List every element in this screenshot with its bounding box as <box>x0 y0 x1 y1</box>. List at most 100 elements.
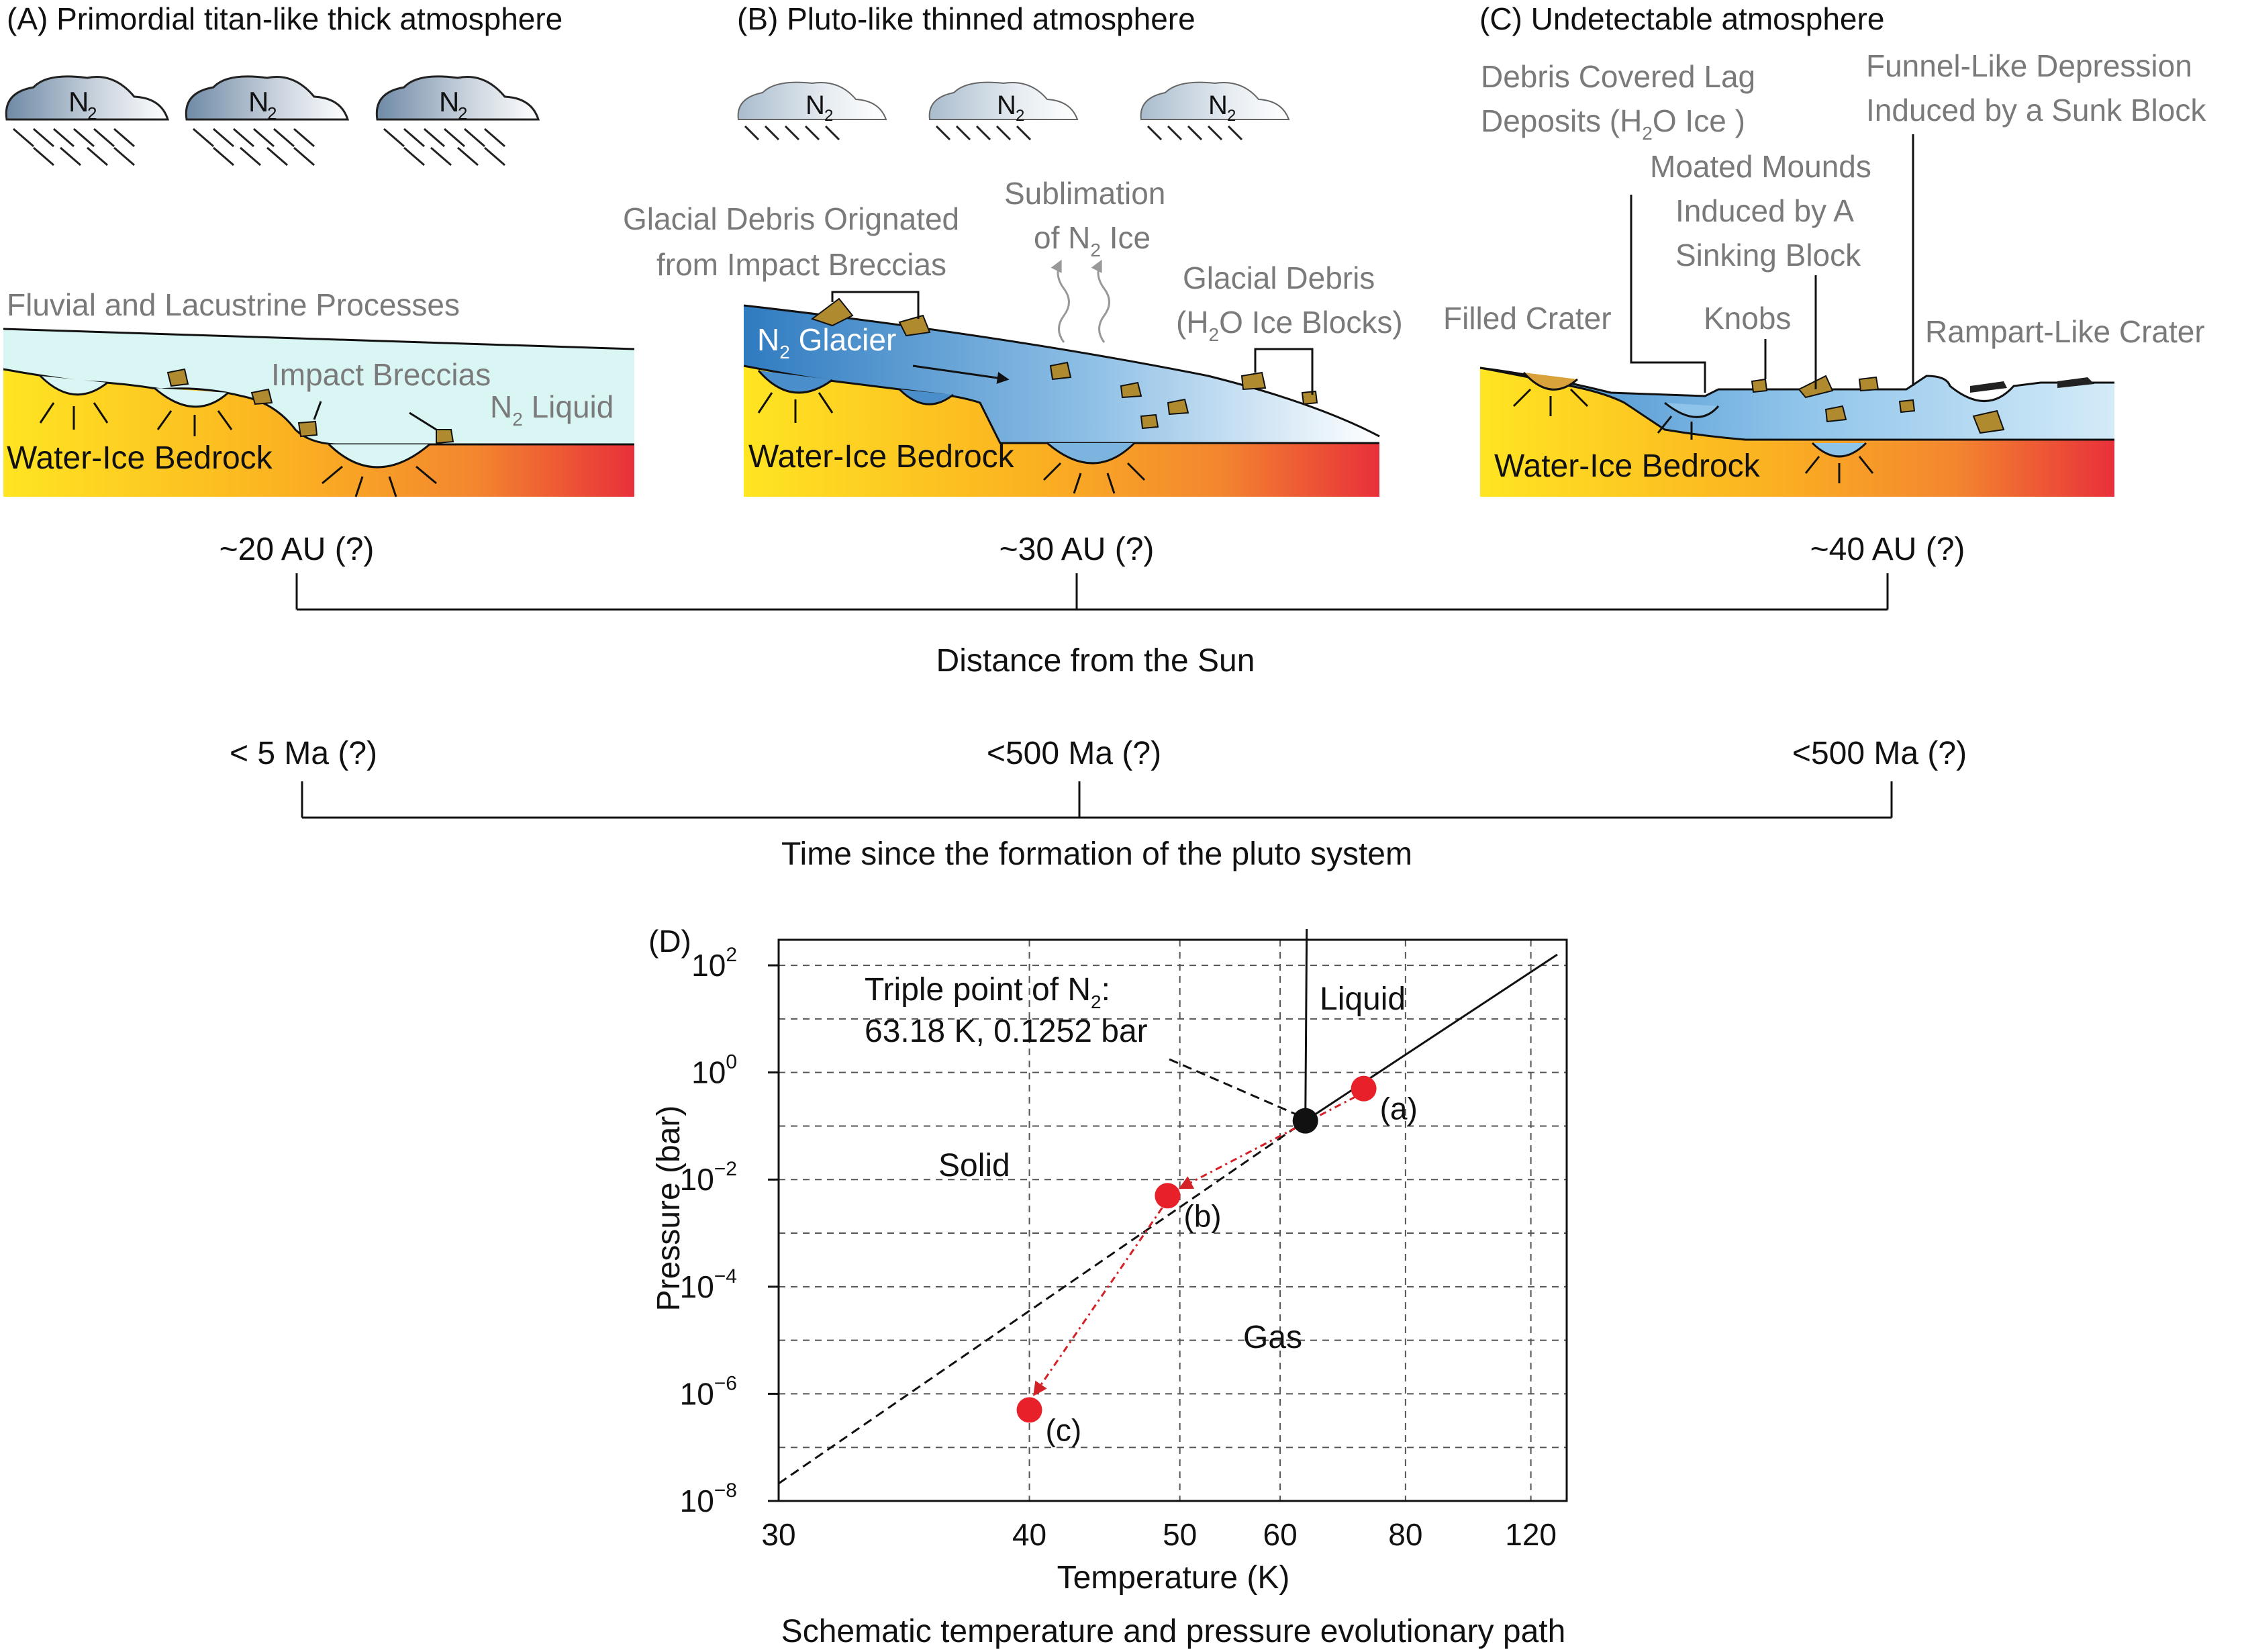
data-point <box>1292 1108 1318 1134</box>
path-arrow-a-b <box>1178 1096 1357 1189</box>
label-lag-2: Deposits (H2O Ice ) <box>1481 103 1745 144</box>
svg-text:2: 2 <box>87 103 97 124</box>
triple-point-leader <box>1169 1058 1300 1117</box>
label-moated-2: Induced by A <box>1675 193 1854 228</box>
label-funnel-1: Funnel-Like Depression <box>1866 48 2192 83</box>
cloud-icon: N 2 <box>185 75 350 166</box>
label-bedrock-a: Water-Ice Bedrock <box>7 440 273 476</box>
sublimation-curve <box>778 1120 1306 1485</box>
svg-text:N: N <box>805 91 825 120</box>
y-axis: 102 100 10−2 10−4 10−6 10−8 <box>680 944 779 1518</box>
distance-tick-30: ~30 AU (?) <box>999 532 1155 567</box>
distance-axis-label: Distance from the Sun <box>936 643 1255 679</box>
point-label: (a) <box>1380 1091 1418 1126</box>
svg-text:N: N <box>68 86 89 117</box>
svg-text:2: 2 <box>267 103 277 124</box>
region-solid: Solid <box>938 1148 1010 1183</box>
x-tick-label: 80 <box>1388 1517 1422 1552</box>
cross-section-c <box>1479 134 2114 497</box>
cloud-icon: N 2 <box>1140 81 1290 141</box>
y-tick-label: 100 <box>691 1051 737 1090</box>
label-bedrock-c: Water-Ice Bedrock <box>1494 448 1761 484</box>
x-tick-label: 40 <box>1012 1517 1046 1552</box>
path-arrow-b-c <box>1033 1207 1163 1396</box>
label-glacial-debris-breccias-2: from Impact Breccias <box>656 247 946 282</box>
panel-d-label: (D) <box>648 924 691 959</box>
label-glacial-debris-blocks-2: (H2O Ice Blocks) <box>1176 305 1403 345</box>
panel-a-title: (A) Primordial titan-like thick atmosphe… <box>7 1 563 36</box>
cross-section-a <box>3 328 635 497</box>
distance-tick-40: ~40 AU (?) <box>1810 532 1965 567</box>
chart-caption: Schematic temperature and pressure evolu… <box>781 1614 1566 1649</box>
data-point <box>1016 1397 1042 1423</box>
time-tick-2: <500 Ma (?) <box>987 736 1161 771</box>
label-filled-crater: Filled Crater <box>1443 301 1612 336</box>
svg-text:N: N <box>997 91 1016 120</box>
cross-section-b <box>743 291 1380 497</box>
time-axis: < 5 Ma (?) <500 Ma (?) <500 Ma (?) Time … <box>230 736 1967 872</box>
data-point <box>1351 1075 1377 1102</box>
point-label: (c) <box>1046 1412 1082 1447</box>
panel-a: (A) Primordial titan-like thick atmosphe… <box>3 1 635 497</box>
label-fluvial: Fluvial and Lacustrine Processes <box>7 287 460 322</box>
svg-text:2: 2 <box>824 107 833 125</box>
y-tick-label: 102 <box>691 944 737 983</box>
panel-b-title: (B) Pluto-like thinned atmosphere <box>737 1 1195 36</box>
x-axis-label: Temperature (K) <box>1057 1560 1290 1596</box>
cloud-icon: N 2 <box>928 81 1079 141</box>
point-label: (b) <box>1183 1198 1221 1233</box>
chart-frame <box>777 938 1568 1502</box>
svg-text:2: 2 <box>1227 107 1236 125</box>
label-moated-3: Sinking Block <box>1675 238 1861 273</box>
cloud-icon: N 2 <box>375 75 540 166</box>
y-tick-label: 10−4 <box>680 1265 737 1304</box>
label-rampart: Rampart-Like Crater <box>1925 314 2205 349</box>
phase-diagram: (D) 102 100 10−2 10−4 10−6 10−8 30 40 50 60 80 120… <box>648 924 1568 1649</box>
label-bedrock-b: Water-Ice Bedrock <box>748 439 1015 475</box>
y-tick-label: 10−8 <box>680 1479 737 1518</box>
x-tick-label: 50 <box>1163 1517 1197 1552</box>
melting-curve <box>1304 928 1308 1121</box>
data-points: (a) (b) (c) <box>1016 1075 1418 1447</box>
label-n2-liquid: N2 Liquid <box>490 389 614 430</box>
chart-grid <box>779 940 1567 1501</box>
label-sublimation-1: Sublimation <box>1004 176 1165 211</box>
vaporization-curve <box>1304 953 1558 1122</box>
y-axis-label: Pressure (bar) <box>651 1106 687 1312</box>
label-impact-breccias: Impact Breccias <box>271 357 491 392</box>
svg-text:2: 2 <box>1016 107 1024 125</box>
distance-tick-20: ~20 AU (?) <box>219 532 375 567</box>
cloud-icon: N 2 <box>737 81 887 141</box>
label-knobs: Knobs <box>1704 301 1791 336</box>
region-gas: Gas <box>1243 1320 1302 1355</box>
label-n2-glacier: N2 Glacier <box>757 322 896 362</box>
triple-point-label-1: Triple point of N2: <box>865 972 1110 1012</box>
x-axis: 30 40 50 60 80 120 <box>761 1517 1557 1552</box>
label-glacial-debris-blocks-1: Glacial Debris <box>1183 260 1375 295</box>
time-tick-3: <500 Ma (?) <box>1792 736 1967 771</box>
x-tick-label: 30 <box>761 1517 795 1552</box>
panel-c-title: (C) Undetectable atmosphere <box>1479 1 1884 36</box>
label-glacial-debris-breccias-1: Glacial Debris Orignated <box>623 201 959 236</box>
evolution-path <box>1033 1096 1357 1396</box>
label-funnel-2: Induced by a Sunk Block <box>1866 93 2206 128</box>
svg-text:N: N <box>439 86 459 117</box>
x-tick-label: 60 <box>1263 1517 1298 1552</box>
svg-text:N: N <box>248 86 268 117</box>
panel-b: (B) Pluto-like thinned atmosphere N 2 N … <box>623 1 1403 497</box>
label-lag-1: Debris Covered Lag <box>1481 59 1755 94</box>
y-tick-label: 10−2 <box>680 1158 737 1197</box>
phase-boundaries <box>778 928 1558 1485</box>
time-tick-1: < 5 Ma (?) <box>230 736 377 771</box>
y-tick-label: 10−6 <box>680 1372 737 1411</box>
region-liquid: Liquid <box>1320 981 1406 1017</box>
x-tick-label: 120 <box>1505 1517 1557 1552</box>
time-axis-label: Time since the formation of the pluto sy… <box>781 836 1412 872</box>
svg-text:2: 2 <box>458 103 467 124</box>
distance-axis: ~20 AU (?) ~30 AU (?) ~40 AU (?) Distanc… <box>219 532 1965 679</box>
label-sublimation-2: of N2 Ice <box>1034 220 1151 260</box>
cloud-icon: N 2 <box>5 75 170 166</box>
svg-text:N: N <box>1208 91 1228 120</box>
panel-c: (C) Undetectable atmosphere Debris Cover… <box>1443 1 2206 497</box>
